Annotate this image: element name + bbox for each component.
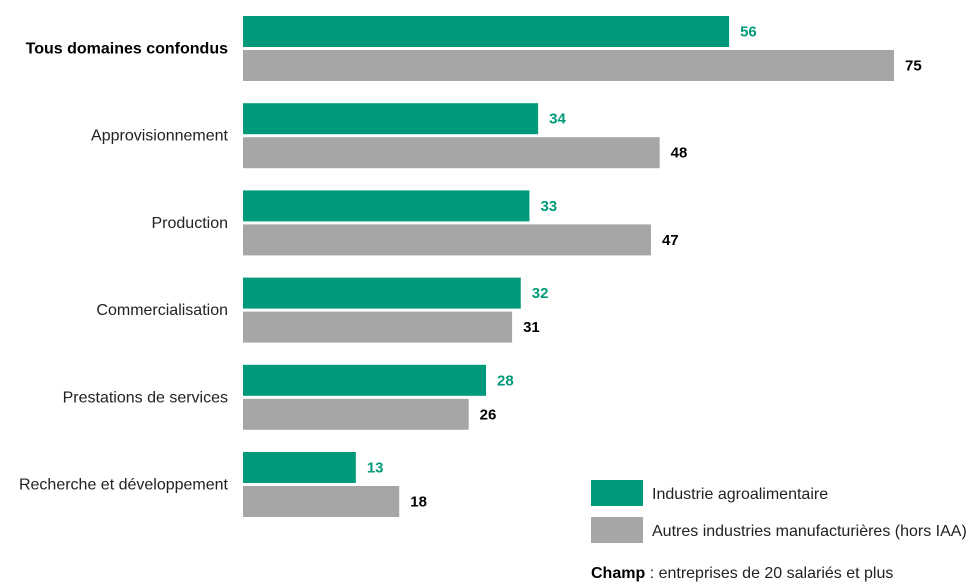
legend-swatch-autres-industries: [591, 517, 643, 543]
category-label-tous-domaines-confondus: Tous domaines confondus: [26, 41, 228, 58]
bar-industrie-agroalimentair-prestations-de-services: [243, 364, 487, 396]
footnote: Champ : entreprises de 20 salariés et pl…: [591, 565, 893, 582]
bar-industrie-agroalimentair-tous-domaines-confondus: [243, 16, 730, 47]
bar-autres-industries-manufa-production: [243, 224, 651, 256]
value-label-autres-production: 47: [662, 232, 679, 249]
value-label-iaa-commercialisation: 32: [532, 285, 549, 302]
legend-label-industrie-agroalimentaire: Industrie agroalimentaire: [652, 486, 828, 503]
legend-label-autres-industries: Autres industries manufacturières (hors …: [652, 523, 967, 540]
bar-autres-industries-manufa-prestations-de-services: [243, 398, 469, 430]
footnote-text: : entreprises de 20 salariés et plus: [645, 565, 893, 582]
bar-autres-industries-manufa-tous-domaines-confondus: [243, 50, 894, 81]
category-label-approvisionnement: Approvisionnement: [91, 128, 229, 145]
category-label-prestations-de-services: Prestations de services: [63, 389, 228, 406]
bar-industrie-agroalimentair-commercialisation: [243, 277, 521, 309]
value-label-autres-prestations-de-services: 26: [480, 406, 497, 423]
category-label-commercialisation: Commercialisation: [96, 302, 228, 319]
bar-industrie-agroalimentair-recherche-et-developpement: [243, 452, 356, 483]
bar-autres-industries-manufa-recherche-et-developpement: [243, 486, 400, 517]
value-label-autres-recherche-et-developpement: 18: [410, 494, 427, 511]
value-label-autres-approvisionnement: 48: [671, 145, 688, 162]
value-label-iaa-approvisionnement: 34: [549, 111, 566, 128]
bar-autres-industries-manufa-commercialisation: [243, 311, 513, 343]
value-label-iaa-prestations-de-services: 28: [497, 372, 514, 389]
bar-industrie-agroalimentair-production: [243, 190, 530, 222]
category-label-production: Production: [152, 215, 229, 232]
bars-group: [243, 16, 894, 517]
footnote-label: Champ: [591, 565, 645, 582]
labels-group: Tous domaines confondus 56 75 Approvisionne…: [19, 24, 922, 511]
bar-industrie-agroalimentair-approvisionnement: [243, 103, 539, 135]
value-label-autres-tous-domaines-confondus: 75: [905, 58, 922, 75]
value-label-iaa-production: 33: [540, 198, 557, 215]
category-label-recherche-et-developpement: Recherche et développement: [19, 477, 229, 494]
legend-swatch-industrie-agroalimentaire: [591, 480, 643, 506]
legend: Industrie agroalimentaire Autres industr…: [591, 480, 967, 543]
bar-autres-industries-manufa-approvisionnement: [243, 137, 660, 169]
value-label-iaa-tous-domaines-confondus: 56: [740, 24, 757, 41]
value-label-iaa-recherche-et-developpement: 13: [367, 460, 384, 477]
value-label-autres-commercialisation: 31: [523, 319, 540, 336]
